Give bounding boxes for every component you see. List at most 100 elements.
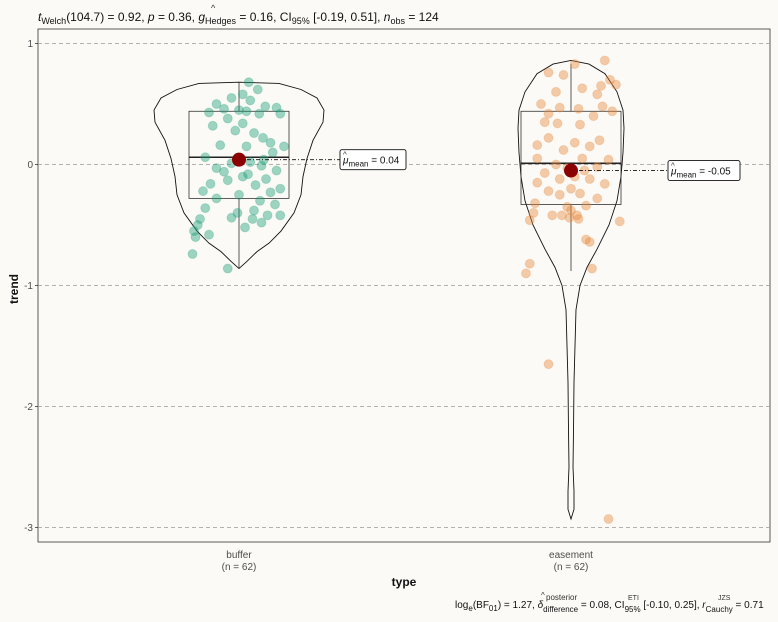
- data-point: [260, 101, 271, 112]
- data-point: [592, 193, 603, 204]
- data-point: [271, 102, 282, 113]
- y-tick-label: -2: [24, 402, 33, 413]
- data-point: [226, 92, 237, 103]
- data-point: [192, 220, 203, 231]
- group-easement: μmean = -0.05^: [517, 55, 741, 525]
- x-tick-easement-n: (n = 62): [554, 562, 589, 573]
- data-point: [261, 174, 271, 185]
- data-point: [572, 210, 582, 221]
- data-point: [219, 103, 229, 114]
- data-point: [532, 140, 543, 151]
- data-point: [569, 137, 580, 148]
- data-point: [234, 189, 244, 200]
- data-point: [243, 77, 254, 88]
- mean-hat: ^: [671, 162, 675, 171]
- g-hat: ^: [211, 3, 216, 13]
- data-point: [254, 108, 265, 119]
- data-point: [603, 514, 614, 525]
- mean-hat: ^: [343, 151, 347, 160]
- groups: μmean = 0.04^μmean = -0.05^: [153, 55, 741, 525]
- data-point: [230, 125, 241, 136]
- mean-label: μmean = 0.04: [342, 156, 400, 169]
- data-point: [532, 153, 543, 164]
- data-point: [584, 174, 595, 185]
- data-point: [265, 137, 276, 148]
- data-point: [211, 193, 222, 204]
- data-point: [524, 215, 535, 226]
- grid: [38, 43, 770, 528]
- r-sup: JZS: [718, 595, 731, 602]
- data-point: [237, 171, 248, 182]
- data-point: [275, 210, 286, 221]
- data-point: [267, 147, 278, 158]
- data-point: [232, 207, 243, 218]
- data-point: [592, 161, 603, 172]
- data-point: [587, 263, 597, 274]
- data-point: [543, 108, 554, 119]
- data-point: [250, 180, 261, 191]
- y-axis-title: trend: [7, 274, 21, 304]
- data-point: [575, 188, 585, 199]
- delta-hat: ^: [541, 591, 545, 600]
- x-tick-buffer: buffer: [226, 550, 252, 561]
- data-point: [557, 210, 567, 221]
- data-point: [211, 163, 222, 174]
- data-point: [566, 205, 576, 216]
- data-point: [562, 201, 573, 212]
- data-point: [187, 249, 198, 260]
- data-point: [262, 210, 273, 221]
- data-point: [195, 213, 205, 224]
- y-tick-label: -3: [24, 523, 33, 534]
- data-point: [521, 268, 531, 279]
- data-point: [558, 69, 569, 80]
- data-point: [605, 74, 615, 85]
- violin-easement: [517, 59, 625, 521]
- data-point: [607, 106, 618, 117]
- data-point: [255, 195, 265, 206]
- data-point: [256, 160, 267, 171]
- data-point: [247, 213, 258, 224]
- data-point: [211, 99, 222, 110]
- y-tick-label: 1: [27, 39, 33, 50]
- data-point: [205, 178, 216, 189]
- data-point: [599, 178, 610, 189]
- data-point: [599, 55, 610, 66]
- box-easement: [520, 110, 622, 205]
- data-point: [581, 200, 591, 211]
- data-point: [222, 175, 233, 186]
- data-point: [252, 84, 263, 95]
- data-point: [543, 67, 554, 78]
- data-point: [584, 236, 595, 247]
- x-tick-buffer-n: (n = 62): [222, 562, 257, 573]
- data-point: [215, 140, 226, 151]
- data-point: [597, 101, 608, 112]
- data-point: [536, 99, 546, 110]
- data-point: [611, 79, 621, 90]
- data-point: [245, 95, 256, 106]
- data-point: [245, 157, 256, 168]
- subtitle: tWelch(104.7) = 0.92, p = 0.36, gHedges …: [38, 10, 439, 26]
- data-point: [190, 232, 201, 243]
- data-point: [554, 102, 565, 113]
- data-point: [551, 86, 561, 97]
- data-point: [594, 135, 605, 146]
- data-point: [603, 154, 614, 165]
- ci-sup: ETI: [628, 595, 639, 602]
- x-tick-easement: easement: [549, 550, 593, 561]
- mean-label: μmean = -0.05: [670, 167, 731, 180]
- data-point: [573, 103, 584, 114]
- data-point: [189, 226, 199, 237]
- data-point: [222, 263, 233, 274]
- y-tick-label: -1: [24, 281, 33, 292]
- data-point: [198, 186, 208, 197]
- data-point: [279, 141, 289, 152]
- y-axis: 1 0 -1 -2 -3: [24, 39, 38, 534]
- data-point: [270, 199, 280, 210]
- data-point: [596, 80, 606, 91]
- data-point: [543, 359, 554, 370]
- y-tick-label: 0: [27, 160, 33, 171]
- data-point: [575, 119, 585, 130]
- data-point: [554, 174, 565, 185]
- data-point: [532, 177, 543, 188]
